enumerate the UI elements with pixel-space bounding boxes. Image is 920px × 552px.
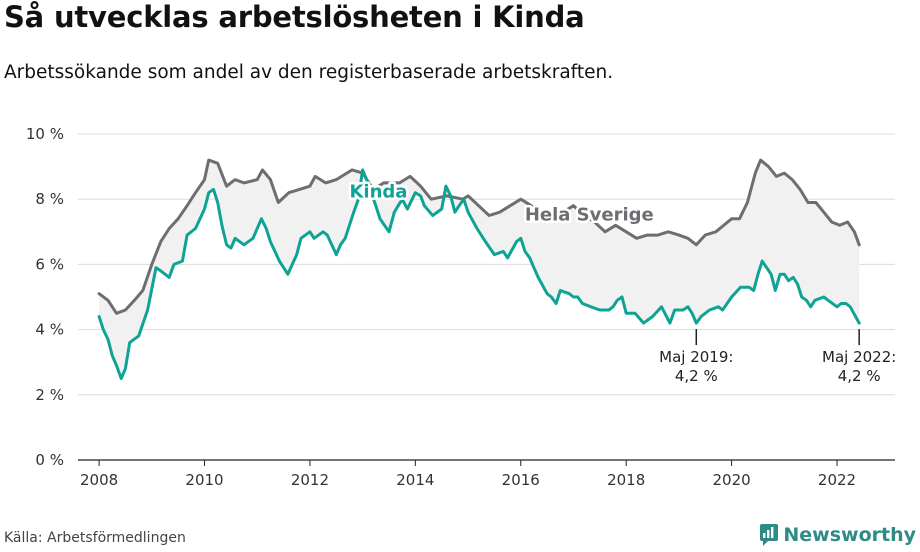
annotation-label-date: Maj 2022: [822,348,896,366]
y-tick-label: 10 % [26,125,64,143]
x-tick-label: 2014 [396,471,434,489]
annotation-label-value: 4,2 % [838,367,881,385]
source-note: Källa: Arbetsförmedlingen [4,530,186,546]
y-tick-label: 8 % [35,190,64,208]
brand-name: Newsworthy [783,524,916,546]
x-tick-label: 2008 [80,471,118,489]
series-label-kinda: Kinda [349,182,407,203]
x-tick-label: 2018 [607,471,645,489]
y-tick-label: 0 % [35,451,64,469]
series-label-hela-sverige: Hela Sverige [525,204,654,225]
annotation-label-date: Maj 2019: [659,348,733,366]
x-tick-label: 2022 [818,471,856,489]
annotation-label-value: 4,2 % [675,367,718,385]
annotations: Maj 2019:4,2 %Maj 2022:4,2 % [659,329,896,385]
y-tick-label: 6 % [35,255,64,273]
newsworthy-logo-icon [760,524,778,546]
y-tick-label: 2 % [35,386,64,404]
x-tick-label: 2016 [502,471,540,489]
brand-logo: Newsworthy [760,524,916,546]
x-tick-label: 2010 [185,471,223,489]
x-tick-label: 2020 [713,471,751,489]
line-chart: 0 % 2 % 4 % 6 % 8 % 10 % 2008 2010 2012 2014 2016… [0,0,920,552]
x-tick-label: 2012 [291,471,329,489]
x-axis-ticks: 2008 2010 2012 2014 2016 2018 2020 2022 [80,460,856,489]
y-axis-ticks: 0 % 2 % 4 % 6 % 8 % 10 % [26,125,64,469]
y-tick-label: 4 % [35,321,64,339]
